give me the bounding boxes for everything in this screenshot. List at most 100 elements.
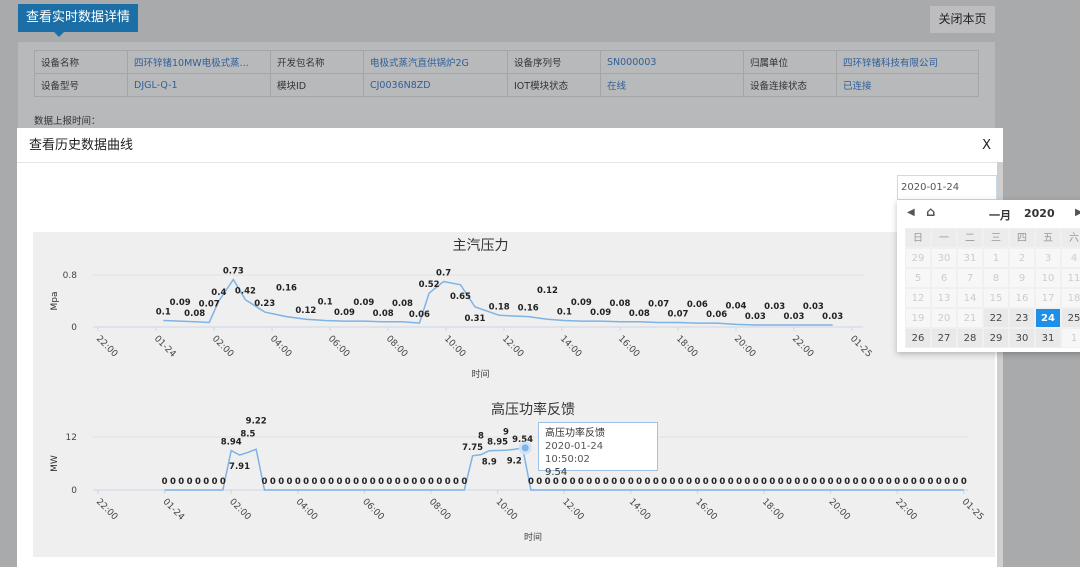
data-label: 0.12 <box>537 286 558 296</box>
calendar-month[interactable]: 一月 <box>989 209 1011 222</box>
calendar-day: 29 <box>905 248 931 268</box>
data-label: 0.03 <box>803 302 824 312</box>
calendar-day: 31 <box>957 248 983 268</box>
data-label: 8 <box>478 432 484 442</box>
calendar-day: 12 <box>905 288 931 308</box>
calendar-day: 10 <box>1035 268 1061 288</box>
data-label: 0.65 <box>450 292 471 302</box>
y-axis-label: Mpa <box>50 292 60 311</box>
data-label: 0 <box>836 477 842 487</box>
calendar-day: 21 <box>957 308 983 328</box>
x-tick-label: 12:00 <box>560 497 586 523</box>
data-label: 0 <box>844 477 850 487</box>
modal-scrollbar[interactable] <box>997 162 1003 567</box>
x-tick-label: 16:00 <box>616 334 642 360</box>
weekday-header: 三 <box>983 228 1009 248</box>
data-label: 0 <box>794 477 800 487</box>
data-label: 0.09 <box>353 298 374 308</box>
x-tick-label: 10:00 <box>493 497 519 523</box>
data-label: 0 <box>919 477 925 487</box>
x-tick-label: 22:00 <box>94 497 120 523</box>
calendar-day[interactable]: 29 <box>983 328 1009 348</box>
calendar-day[interactable]: 27 <box>931 328 957 348</box>
x-tick-label: 20:00 <box>826 497 852 523</box>
x-tick-label: 06:00 <box>360 497 386 523</box>
data-label: 0 <box>744 477 750 487</box>
calendar-day[interactable]: 22 <box>983 308 1009 328</box>
info-value: 四环锌锗科技有限公司 <box>836 50 979 74</box>
data-label: 0.52 <box>419 280 440 290</box>
data-label: 0 <box>661 477 667 487</box>
data-label: 0.4 <box>211 288 226 298</box>
prev-month-icon[interactable]: ◀ <box>907 207 915 218</box>
calendar-day[interactable]: 25 <box>1061 308 1080 328</box>
calendar-day[interactable]: 31 <box>1035 328 1061 348</box>
x-tick-label: 01-24 <box>152 334 178 360</box>
tooltip-time: 2020-01-24 10:50:02 <box>545 441 604 465</box>
home-icon[interactable]: ⌂ <box>926 205 936 220</box>
series-line <box>163 278 833 326</box>
info-value: SN000003 <box>600 50 744 74</box>
info-label: 归属单位 <box>743 50 837 74</box>
calendar-day[interactable]: 30 <box>1009 328 1035 348</box>
data-label: 0.07 <box>199 299 220 309</box>
x-tick-label: 18:00 <box>674 334 700 360</box>
weekday-header: 六 <box>1061 228 1080 248</box>
data-label: 7.75 <box>462 443 483 453</box>
data-label: 0 <box>536 477 542 487</box>
data-label: 0 <box>953 477 959 487</box>
y-axis-label: MW <box>50 455 60 472</box>
weekday-header: 日 <box>905 228 931 248</box>
data-label: 0 <box>353 477 359 487</box>
close-page-button[interactable]: 关闭本页 <box>930 6 995 33</box>
data-label: 0.1 <box>156 308 171 318</box>
x-tick-label: 22:00 <box>893 497 919 523</box>
data-label: 0.23 <box>254 299 275 309</box>
data-label: 0 <box>378 477 384 487</box>
data-label: 0 <box>769 477 775 487</box>
calendar-day: 20 <box>931 308 957 328</box>
charts-svg: 主汽压力 0 0.8 Mpa 22:00 01-24 02:00 04:00 06:00 08:0… <box>50 238 985 543</box>
data-label: 0 <box>403 477 409 487</box>
calendar-header: ◀ ⌂ 一月 2020 ▶ <box>897 200 1080 228</box>
data-label: 0 <box>644 477 650 487</box>
realtime-detail-tab[interactable]: 查看实时数据详情 <box>18 4 138 37</box>
date-input[interactable]: 2020-01-24 <box>897 175 997 200</box>
data-label: 0 <box>386 477 392 487</box>
modal-close-button[interactable]: X <box>982 138 991 153</box>
calendar-day[interactable]: 26 <box>905 328 931 348</box>
next-month-icon[interactable]: ▶ <box>1075 207 1080 218</box>
calendar-year[interactable]: 2020 <box>1024 207 1055 220</box>
chart-title: 高压功率反馈 <box>491 401 575 418</box>
data-label: 0.06 <box>706 310 727 320</box>
y-tick-label: 12 <box>66 433 77 443</box>
data-label: 0 <box>278 477 284 487</box>
x-tick-label: 16:00 <box>693 497 719 523</box>
calendar-day[interactable]: 28 <box>957 328 983 348</box>
data-label: 0 <box>545 477 551 487</box>
calendar-day[interactable]: 23 <box>1009 308 1035 328</box>
data-label: 0 <box>694 477 700 487</box>
data-label: 0.08 <box>184 309 205 319</box>
data-label: 0 <box>461 477 467 487</box>
data-label: 0 <box>220 477 226 487</box>
calendar-day-selected[interactable]: 24 <box>1035 308 1061 328</box>
data-label: 0.73 <box>223 267 244 277</box>
data-label: 0 <box>262 477 268 487</box>
data-label: 0.08 <box>392 299 413 309</box>
data-label: 0 <box>894 477 900 487</box>
data-label: 0.08 <box>373 309 394 319</box>
x-tick-label: 02:00 <box>210 334 236 360</box>
data-label: 0 <box>570 477 576 487</box>
data-label: 0.16 <box>518 304 539 314</box>
chart-area: 主汽压力 0 0.8 Mpa 22:00 01-24 02:00 04:00 06:00 08:0… <box>33 232 995 557</box>
series-line <box>164 446 964 491</box>
data-label: 0 <box>961 477 967 487</box>
chart-tooltip: 高压功率反馈 2020-01-24 10:50:02 9.54 <box>538 422 658 478</box>
data-label: 0.16 <box>276 284 297 294</box>
data-label: 0.03 <box>745 312 766 322</box>
data-label: 0 <box>886 477 892 487</box>
data-label: 0 <box>819 477 825 487</box>
data-label: 0 <box>878 477 884 487</box>
y-tick-label: 0 <box>71 486 77 496</box>
